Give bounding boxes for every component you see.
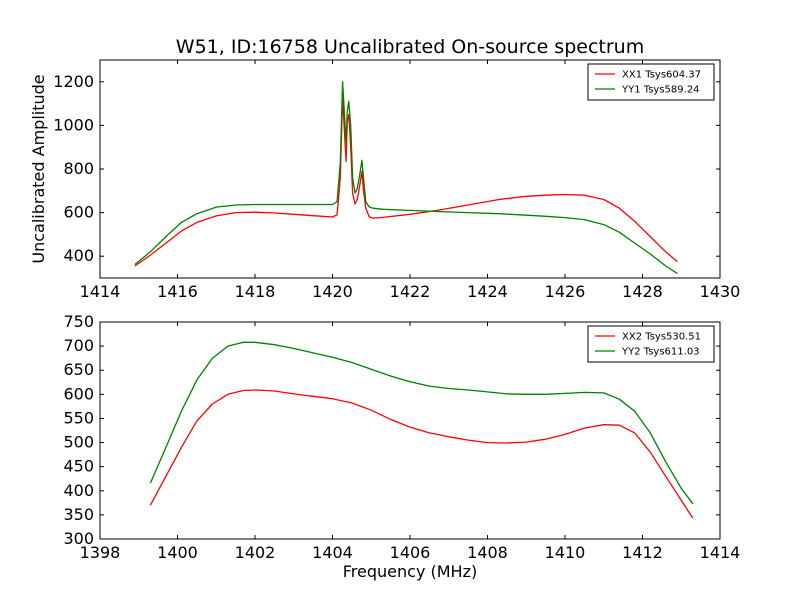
legend-box [587,63,715,101]
x-tick-label: 1398 [80,543,121,562]
series-line-yy1 [134,81,678,275]
y-tick-label: 1200 [53,72,94,91]
x-tick-label: 1422 [390,282,431,301]
x-tick-label: 1424 [467,282,508,301]
x-tick-label: 1428 [622,282,663,301]
y-tick-label: 500 [63,433,94,452]
series-line-xx1 [134,96,678,267]
legend-label: YY1 Tsys589.24 [621,85,700,96]
legend-label: XX2 Tsys530.51 [622,332,701,343]
y-tick-label: 600 [63,384,94,403]
y-tick-label: 1000 [53,115,94,134]
y-tick-label: 650 [63,360,94,379]
y-tick-label: 700 [63,336,94,355]
x-tick-label: 1400 [157,543,198,562]
y-tick-label: 350 [63,505,94,524]
legend: XX2 Tsys530.51 YY2 Tsys611.03 [587,325,715,363]
legend: XX1 Tsys604.37 YY1 Tsys589.24 [587,63,715,101]
x-tick-label: 1408 [467,543,508,562]
y-tick-label: 400 [63,481,94,500]
legend-box [587,325,715,363]
x-tick-label: 1414 [700,543,741,562]
x-tick-label: 1430 [700,282,741,301]
series-group [134,81,678,275]
series-group [149,341,694,519]
top-panel-plot: 1414 1416 1418 1420 1422 1424 1426 1428 1430 400 6… [29,59,741,301]
x-tick-label: 1404 [312,543,353,562]
legend-label: YY2 Tsys611.03 [621,347,700,358]
x-tick-label: 1418 [235,282,276,301]
x-tick-label: 1406 [390,543,431,562]
x-tick-label: 1426 [545,282,586,301]
y-tick-label: 550 [63,408,94,427]
y-tick-label: 450 [63,457,94,476]
legend-label: XX1 Tsys604.37 [622,70,701,81]
y-axis-label: Uncalibrated Amplitude [29,74,48,263]
series-line-xx2 [149,389,694,519]
x-tick-label: 1420 [312,282,353,301]
figure-title: W51, ID:16758 Uncalibrated On-source spe… [176,36,644,58]
x-axis-label: Frequency (MHz) [343,562,477,581]
y-tick-label: 600 [63,203,94,222]
y-tick-label: 300 [63,529,94,548]
x-tick-label: 1410 [545,543,586,562]
y-tick-label: 800 [63,159,94,178]
x-tick-label: 1414 [80,282,121,301]
x-tick-label: 1412 [622,543,663,562]
y-tick-label: 400 [63,246,94,265]
y-tick-label: 750 [63,312,94,331]
x-tick-label: 1402 [235,543,276,562]
series-line-yy2 [149,341,694,505]
bottom-panel-plot: 1398 1400 1402 1404 1406 1408 1410 1412 1414 300 3… [63,312,740,581]
x-tick-label: 1416 [157,282,198,301]
